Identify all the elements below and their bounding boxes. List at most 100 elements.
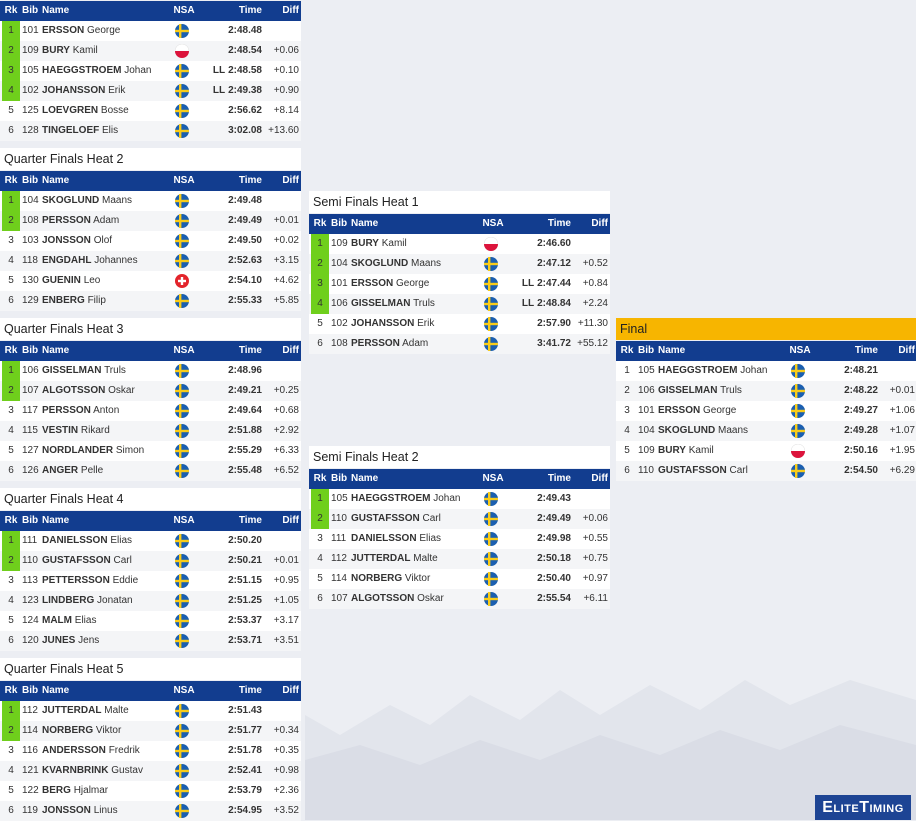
first-name: Viktor xyxy=(404,573,431,584)
last-name: ALGOTSSON xyxy=(351,593,415,604)
last-name: HAEGGSTROEM xyxy=(658,365,738,376)
diff: +0.01 xyxy=(889,385,915,396)
flag xyxy=(175,594,189,608)
bib: 106 xyxy=(638,385,655,396)
bib: 102 xyxy=(22,85,39,96)
last-name: JUNES xyxy=(42,635,76,646)
last-name: JOHANSSON xyxy=(351,318,415,329)
time: 2:51.15 xyxy=(228,571,262,591)
result-row: 5 122 BERG Hjalmar 2:53.79 +2.36 xyxy=(0,781,301,801)
table-header: Rk Bib Name NSA Time Diff xyxy=(0,171,301,191)
time: 2:49.50 xyxy=(228,231,262,251)
time: 3:02.08 xyxy=(228,121,262,141)
result-row: 4 118 ENGDAHL Johannes 2:52.63 +3.15 xyxy=(0,251,301,271)
time: 2:46.60 xyxy=(537,234,571,254)
col-bib-header: Bib xyxy=(22,685,39,696)
col-nsa-header: NSA xyxy=(789,345,811,356)
time: 2:48.21 xyxy=(844,361,878,381)
diff: +0.10 xyxy=(273,65,299,76)
flag xyxy=(484,337,498,351)
rank: 1 xyxy=(311,489,329,509)
athlete-name: BURY Kamil xyxy=(42,41,98,61)
diff: +6.52 xyxy=(273,465,299,476)
time-value: 2:49.27 xyxy=(844,405,878,416)
time-value: 2:54.95 xyxy=(228,805,262,816)
last-name: NORBERG xyxy=(42,725,94,736)
athlete-name: HAEGGSTROEM Johan xyxy=(351,489,460,509)
time: 2:49.48 xyxy=(228,191,262,211)
result-row: 6 108 PERSSON Adam 3:41.72 +55.12 xyxy=(309,334,610,354)
flag xyxy=(484,277,498,291)
table-header: Rk Bib Name NSA Time Diff xyxy=(0,341,301,361)
rank: 1 xyxy=(2,531,20,551)
time: 2:56.62 xyxy=(228,101,262,121)
col-time-header: Time xyxy=(547,473,571,484)
athlete-name: ALGOTSSON Oskar xyxy=(351,589,444,609)
first-name: Pelle xyxy=(80,465,104,476)
result-row: 6 128 TINGELOEF Elis 3:02.08 +13.60 xyxy=(0,121,301,141)
result-row: 2 108 PERSSON Adam 2:49.49 +0.01 xyxy=(0,211,301,231)
logo: EliteTiming xyxy=(815,795,911,820)
athlete-name: NORBERG Viktor xyxy=(351,569,430,589)
flag xyxy=(175,704,189,718)
flag xyxy=(175,84,189,98)
diff: +6.29 xyxy=(889,465,915,476)
last-name: NORDLANDER xyxy=(42,445,114,456)
first-name: Truls xyxy=(413,298,435,309)
time-value: 2:54.50 xyxy=(844,465,878,476)
flag xyxy=(175,464,189,478)
first-name: Maans xyxy=(102,195,133,206)
first-name: George xyxy=(396,278,430,289)
first-name: Leo xyxy=(83,275,101,286)
athlete-name: JUNES Jens xyxy=(42,631,99,651)
time: 2:51.43 xyxy=(228,701,262,721)
diff: +0.06 xyxy=(582,513,608,524)
flag xyxy=(175,614,189,628)
diff: +0.01 xyxy=(273,555,299,566)
rank: 3 xyxy=(8,575,14,586)
first-name: Carl xyxy=(113,555,132,566)
rank: 6 xyxy=(317,338,323,349)
first-name: Oskar xyxy=(417,593,444,604)
time-value: 3:02.08 xyxy=(228,125,262,136)
diff: +0.25 xyxy=(273,385,299,396)
col-bib-header: Bib xyxy=(22,515,39,526)
athlete-name: PERSSON Adam xyxy=(42,211,119,231)
result-row: 6 119 JONSSON Linus 2:54.95 +3.52 xyxy=(0,801,301,821)
rank: 4 xyxy=(311,294,329,314)
diff: +0.52 xyxy=(582,258,608,269)
time-value: 2:48.48 xyxy=(228,25,262,36)
result-row: 4 104 SKOGLUND Maans 2:49.28 +1.07 xyxy=(616,421,916,441)
time: 2:49.49 xyxy=(228,211,262,231)
first-name: Jens xyxy=(78,635,100,646)
athlete-name: PETTERSSON Eddie xyxy=(42,571,138,591)
first-name: Truls xyxy=(104,365,126,376)
diff: +0.95 xyxy=(273,575,299,586)
bib: 109 xyxy=(331,238,348,249)
bib: 107 xyxy=(331,593,348,604)
table-header: Rk Bib Name NSA Time Diff xyxy=(309,469,610,489)
athlete-name: MALM Elias xyxy=(42,611,96,631)
time-value: 2:50.40 xyxy=(537,573,571,584)
athlete-name: GISSELMAN Truls xyxy=(658,381,742,401)
diff: +2.24 xyxy=(582,298,608,309)
athlete-name: LOEVGREN Bosse xyxy=(42,101,129,121)
col-rank-header: Rk xyxy=(313,218,327,229)
bib: 129 xyxy=(22,295,39,306)
rank: 5 xyxy=(8,445,14,456)
bib: 115 xyxy=(22,425,38,436)
first-name: Erik xyxy=(417,318,435,329)
result-row: 2 110 GUSTAFSSON Carl 2:50.21 +0.01 xyxy=(0,551,301,571)
flag xyxy=(175,294,189,308)
result-row: 6 126 ANGER Pelle 2:55.48 +6.52 xyxy=(0,461,301,481)
heat-table: Semi Finals Heat 2 Rk Bib Name NSA Time Diff 1 1… xyxy=(309,446,610,609)
athlete-name: HAEGGSTROEM Johan xyxy=(658,361,767,381)
result-row: 1 101 ERSSON George 2:48.48 xyxy=(0,21,301,41)
col-name-header: Name xyxy=(42,5,70,16)
heat-title: Quarter Finals Heat 4 xyxy=(0,488,301,510)
last-name: JONSSON xyxy=(42,805,91,816)
result-row: 3 103 JONSSON Olof 2:49.50 +0.02 xyxy=(0,231,301,251)
time-value: 2:49.98 xyxy=(537,533,571,544)
col-time-header: Time xyxy=(238,175,262,186)
